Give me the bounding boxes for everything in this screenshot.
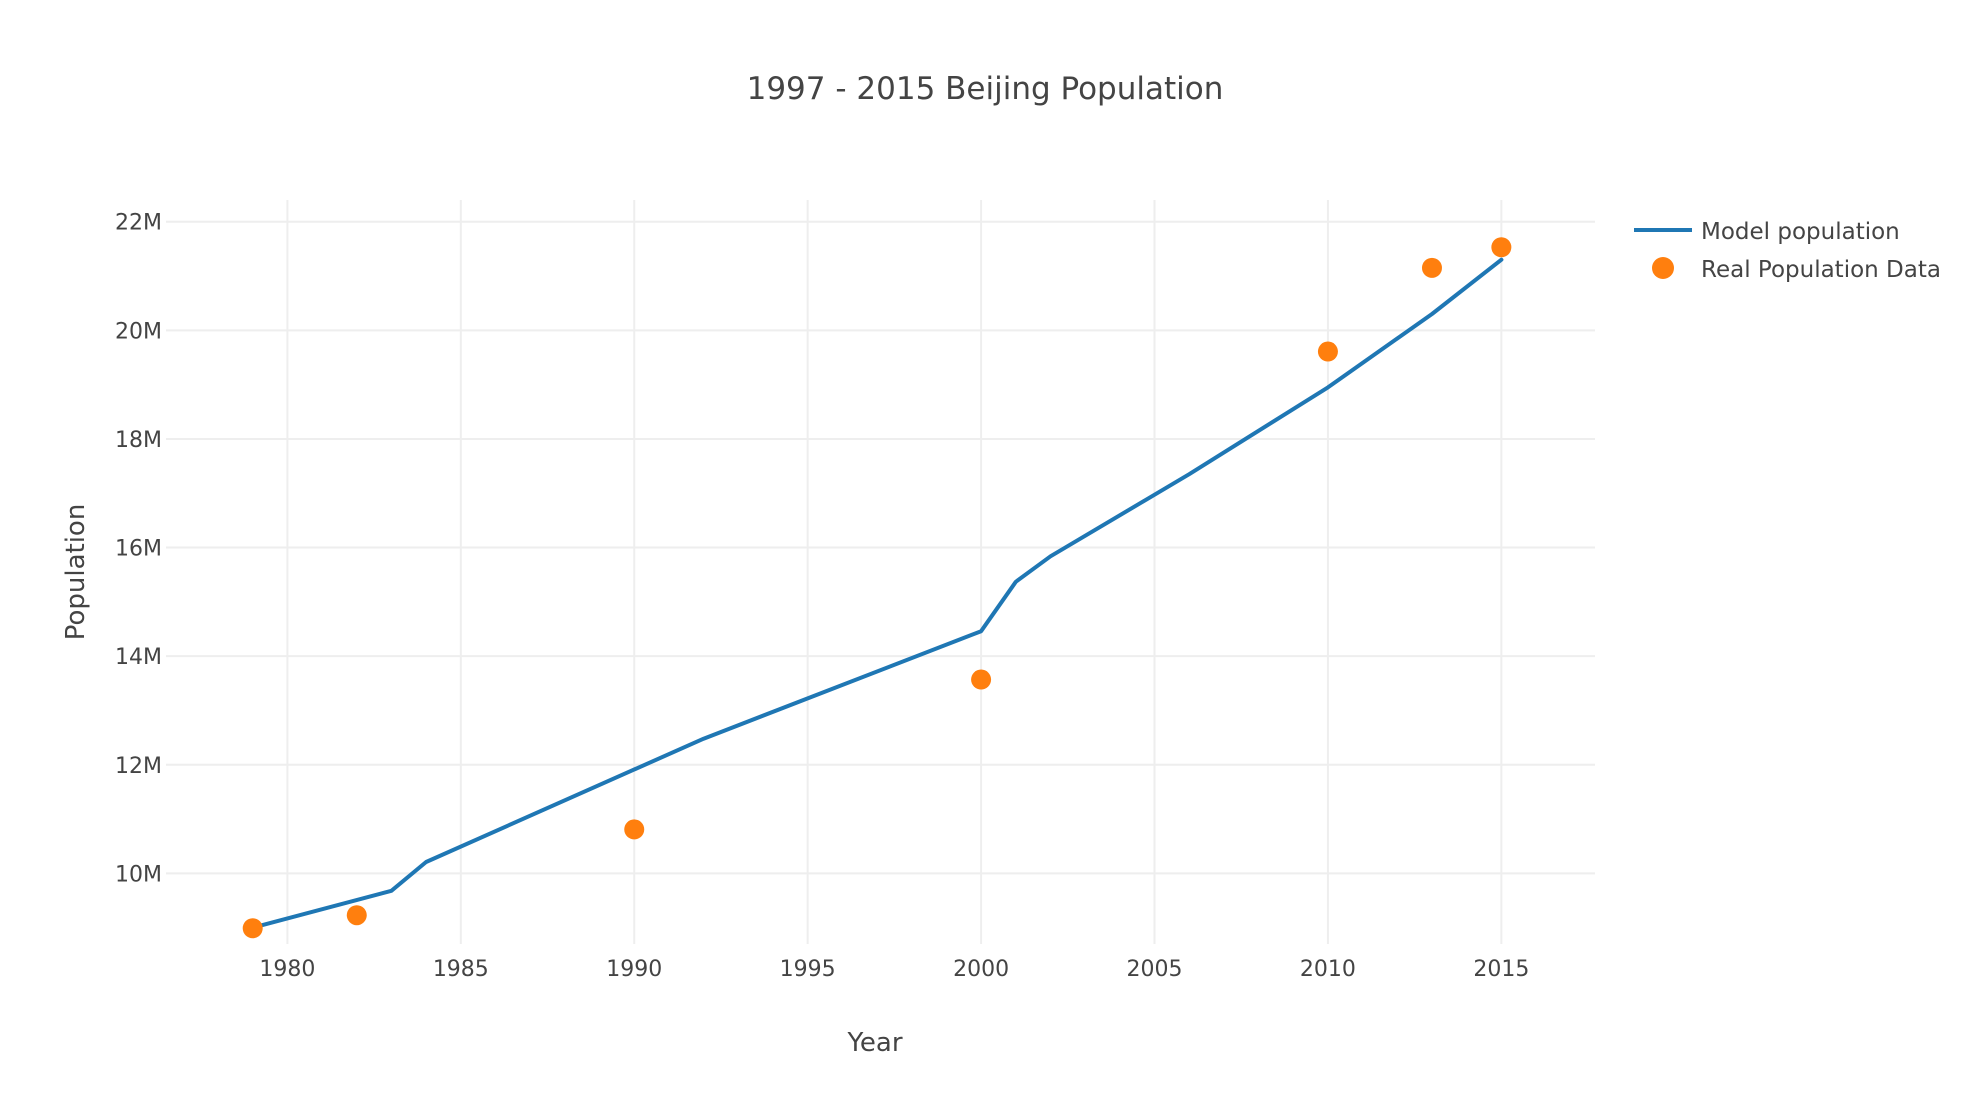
x-gridlines bbox=[286, 200, 1503, 944]
y-tick-label: 16M bbox=[115, 537, 162, 562]
legend-item-real[interactable]: Real Population Data bbox=[1652, 257, 1941, 283]
legend[interactable]: Model population Real Population Data bbox=[1634, 219, 1941, 283]
y-tick-label: 14M bbox=[115, 645, 162, 670]
model-population-line bbox=[250, 257, 1504, 930]
x-tick-label: 1980 bbox=[259, 957, 315, 982]
real-population-point[interactable] bbox=[1317, 341, 1338, 362]
y-tick-label: 12M bbox=[115, 754, 162, 779]
real-population-point[interactable] bbox=[1421, 257, 1442, 278]
x-tick-label: 2010 bbox=[1300, 957, 1356, 982]
x-axis-title: Year bbox=[846, 1028, 902, 1058]
legend-marker-swatch bbox=[1652, 257, 1674, 279]
y-gridlines bbox=[166, 220, 1595, 875]
real-population-point[interactable] bbox=[1491, 237, 1512, 258]
x-tick-label: 1990 bbox=[606, 957, 662, 982]
y-axis-title: Population bbox=[61, 504, 91, 641]
chart-title: 1997 - 2015 Beijing Population bbox=[747, 71, 1224, 107]
real-population-point[interactable] bbox=[971, 669, 992, 690]
x-tick-label: 2005 bbox=[1127, 957, 1183, 982]
x-tick-label: 1995 bbox=[780, 957, 836, 982]
legend-item-model[interactable]: Model population bbox=[1634, 219, 1900, 245]
real-population-point[interactable] bbox=[242, 918, 263, 939]
y-tick-label: 10M bbox=[115, 862, 162, 887]
real-population-point[interactable] bbox=[624, 819, 645, 840]
x-tick-label: 2000 bbox=[953, 957, 1009, 982]
y-tick-label: 20M bbox=[115, 319, 162, 344]
legend-label-model: Model population bbox=[1701, 219, 1900, 245]
real-population-point[interactable] bbox=[346, 905, 367, 926]
legend-label-real: Real Population Data bbox=[1701, 257, 1941, 283]
y-tick-label: 22M bbox=[115, 211, 162, 236]
x-axis-ticks: 1980 1985 1990 1995 2000 2005 2010 2015 bbox=[259, 957, 1529, 982]
y-tick-label: 18M bbox=[115, 428, 162, 453]
x-tick-label: 1985 bbox=[433, 957, 489, 982]
y-axis-ticks: 10M 12M 14M 16M 18M 20M 22M bbox=[115, 211, 162, 888]
series-layer bbox=[242, 237, 1512, 939]
x-tick-label: 2015 bbox=[1473, 957, 1529, 982]
